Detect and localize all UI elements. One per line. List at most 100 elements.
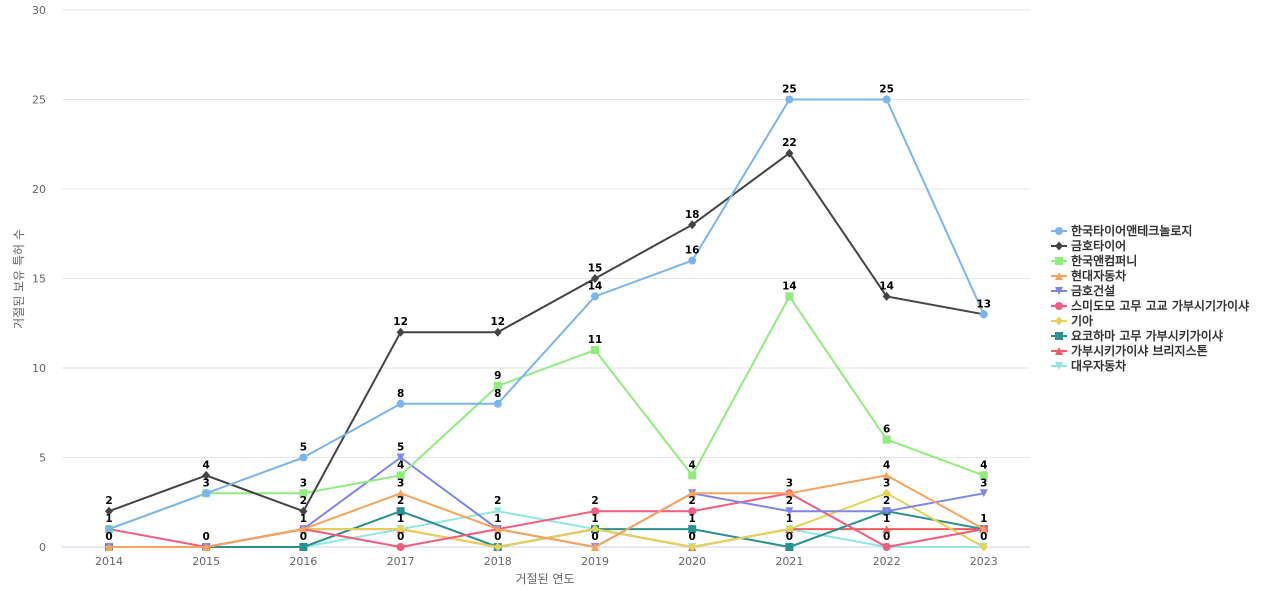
- data-point: [785, 507, 794, 516]
- series-4: [105, 471, 988, 551]
- y-tick-label: 15: [32, 273, 46, 286]
- x-tick-label: 2017: [387, 555, 415, 568]
- data-point: [299, 543, 308, 551]
- data-point: [785, 148, 794, 158]
- data-label: 15: [588, 263, 603, 275]
- data-label: 2: [300, 495, 307, 507]
- data-label: 3: [786, 477, 793, 489]
- data-label: 4: [397, 459, 404, 471]
- data-point: [396, 489, 405, 498]
- data-label: 1: [105, 513, 112, 525]
- y-tick-label: 30: [32, 4, 46, 17]
- data-label: 0: [494, 531, 501, 543]
- x-tick-label: 2020: [678, 555, 706, 568]
- legend-marker: [1055, 347, 1063, 355]
- legend-item: 요코하마 고무 가부시키가이샤: [1051, 328, 1223, 343]
- data-point: [396, 524, 405, 534]
- data-point: [396, 543, 405, 551]
- series-line: [108, 98, 985, 531]
- data-point: [882, 543, 891, 551]
- series-line: [109, 456, 984, 548]
- data-point: [882, 507, 891, 516]
- data-label: 2: [494, 495, 501, 507]
- data-point: [688, 507, 697, 516]
- legend-item: 금호타이어: [1051, 238, 1126, 253]
- data-point: [882, 488, 891, 498]
- y-tick-label: 5: [39, 452, 46, 465]
- data-label: 25: [782, 84, 797, 96]
- legend-item: 대우자동차: [1051, 358, 1126, 373]
- data-label: 14: [588, 280, 603, 292]
- series-line: [109, 474, 985, 548]
- legend-marker: [1055, 362, 1063, 370]
- legend-label: 대우자동차: [1071, 358, 1126, 373]
- data-point: [979, 489, 988, 498]
- data-point: [591, 274, 599, 283]
- data-point: [299, 525, 308, 534]
- data-label: 8: [397, 388, 404, 400]
- data-point: [591, 507, 599, 516]
- legend-item: 한국앤컴퍼니: [1051, 253, 1137, 268]
- series-1: [105, 95, 988, 534]
- data-label: 16: [685, 245, 700, 257]
- data-label: 1: [397, 513, 404, 525]
- data-point: [591, 543, 599, 551]
- legend-label: 현대자동차: [1071, 268, 1126, 283]
- data-point: [979, 471, 988, 480]
- data-point: [396, 327, 405, 337]
- data-point: [688, 489, 697, 498]
- legend-marker: [1055, 332, 1063, 340]
- legend-label: 가부시키가이샤 브리지스톤: [1071, 343, 1208, 358]
- data-label: 5: [300, 442, 307, 454]
- data-point: [882, 435, 891, 444]
- data-label: 0: [980, 531, 987, 543]
- data-point: [979, 310, 988, 319]
- data-label-layer: 2104305321012854321012982101514112101816…: [105, 84, 991, 544]
- data-point: [202, 543, 211, 551]
- legend-marker: [1055, 272, 1063, 280]
- data-point: [979, 542, 988, 552]
- data-point: [493, 525, 502, 534]
- legend-marker: [1055, 316, 1063, 326]
- data-label: 0: [397, 531, 404, 543]
- data-label: 0: [786, 531, 793, 543]
- data-point: [688, 542, 697, 552]
- data-label: 9: [494, 370, 501, 382]
- data-point: [299, 489, 308, 498]
- legend-label: 금호건설: [1071, 283, 1115, 298]
- data-point: [493, 327, 502, 337]
- legend-item: 한국타이어앤테크놀로지: [1051, 223, 1192, 238]
- data-point: [396, 507, 405, 516]
- data-point: [882, 291, 891, 301]
- data-label: 3: [203, 477, 210, 489]
- data-point: [591, 292, 599, 301]
- data-label: 2: [883, 495, 890, 507]
- data-label: 22: [782, 137, 797, 149]
- legend-label: 요코하마 고무 가부시키가이샤: [1071, 328, 1223, 343]
- x-tick-label: 2022: [873, 555, 901, 568]
- data-label: 4: [980, 459, 987, 471]
- data-point: [979, 525, 988, 534]
- data-point: [202, 489, 211, 498]
- data-point: [785, 292, 794, 301]
- data-label: 8: [494, 388, 501, 400]
- legend-item: 스미도모 고무 고교 가부시기가이샤: [1051, 298, 1249, 313]
- series-5: [105, 453, 988, 551]
- legend-item: 현대자동차: [1051, 268, 1126, 283]
- data-label: 6: [883, 424, 890, 436]
- data-label: 2: [786, 495, 793, 507]
- data-label: 1: [494, 513, 501, 525]
- legend-item: 가부시키가이샤 브리지스톤: [1051, 343, 1208, 358]
- data-label: 0: [591, 531, 598, 543]
- data-label: 5: [397, 442, 404, 454]
- data-label: 1: [786, 513, 793, 525]
- data-label: 2: [397, 495, 404, 507]
- legend-item: 기아: [1051, 313, 1093, 328]
- data-label: 13: [976, 298, 991, 310]
- legend-marker: [1055, 287, 1063, 295]
- series-line: [108, 152, 984, 513]
- data-label: 4: [883, 459, 890, 471]
- data-label: 14: [879, 280, 894, 292]
